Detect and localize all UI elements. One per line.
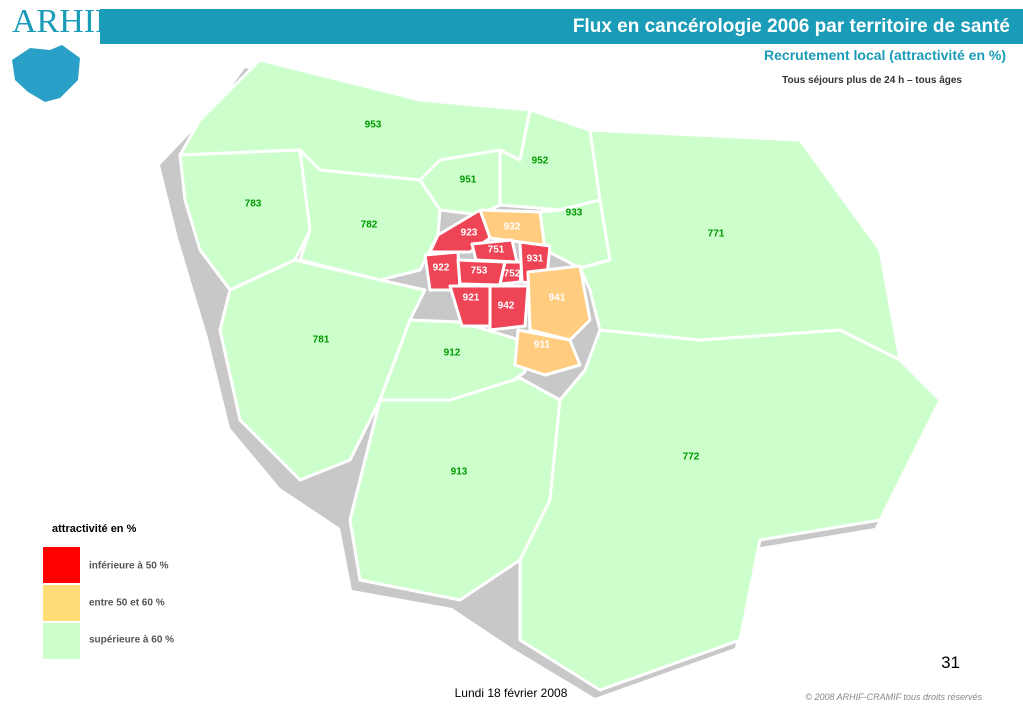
territory	[526, 264, 592, 342]
subtitle: Recrutement local (attractivité en %)	[764, 47, 1006, 63]
logo: ARHIF	[12, 3, 114, 40]
region-label: 953	[365, 120, 382, 131]
region-label: 932	[504, 222, 521, 233]
logo-map	[12, 45, 80, 102]
title-bar	[100, 9, 1023, 44]
region-label: 921	[463, 293, 480, 304]
region-label: 941	[549, 293, 566, 304]
legend-label: inférieure à 50 %	[89, 561, 169, 572]
region-label: 782	[361, 220, 378, 231]
map	[160, 58, 942, 698]
territory	[513, 328, 582, 377]
territory	[488, 284, 530, 332]
region-label: 942	[498, 301, 515, 312]
region-label: 912	[444, 348, 461, 359]
legend-swatch	[43, 547, 80, 583]
map-labels: 953 952 951 933 783 782 781 912 913 772 …	[245, 120, 725, 478]
region-label: 922	[433, 263, 450, 274]
region-label: 952	[532, 156, 549, 167]
region-label: 753	[471, 266, 488, 277]
legend-swatch	[43, 623, 80, 659]
territory	[518, 328, 942, 692]
territory	[578, 128, 902, 362]
title: Flux en cancérologie 2006 par territoire…	[573, 16, 1010, 37]
region-label: 752	[504, 269, 521, 280]
legend: inférieure à 50 % entre 50 et 60 % supér…	[43, 547, 174, 659]
region-label: 751	[488, 245, 505, 256]
region-label: 933	[566, 208, 583, 219]
region-label: 772	[683, 452, 700, 463]
territory	[498, 260, 524, 286]
region-label: 771	[708, 229, 725, 240]
region-label: 783	[245, 199, 262, 210]
date: Lundi 18 février 2008	[455, 686, 568, 700]
legend-label: entre 50 et 60 %	[89, 598, 165, 609]
legend-swatch	[43, 585, 80, 621]
page-number: 31	[941, 653, 960, 672]
region-label: 923	[461, 228, 478, 239]
legend-title: attractivité en %	[52, 523, 137, 535]
region-label: 913	[451, 467, 468, 478]
region-label: 781	[313, 335, 330, 346]
region-label: 911	[534, 340, 551, 351]
legend-label: supérieure à 60 %	[89, 635, 174, 646]
region-label: 931	[527, 254, 544, 265]
copyright: © 2008 ARHIF-CRAMIF tous droits réservés	[805, 692, 982, 702]
region-label: 951	[460, 175, 477, 186]
note: Tous séjours plus de 24 h – tous âges	[782, 75, 962, 86]
